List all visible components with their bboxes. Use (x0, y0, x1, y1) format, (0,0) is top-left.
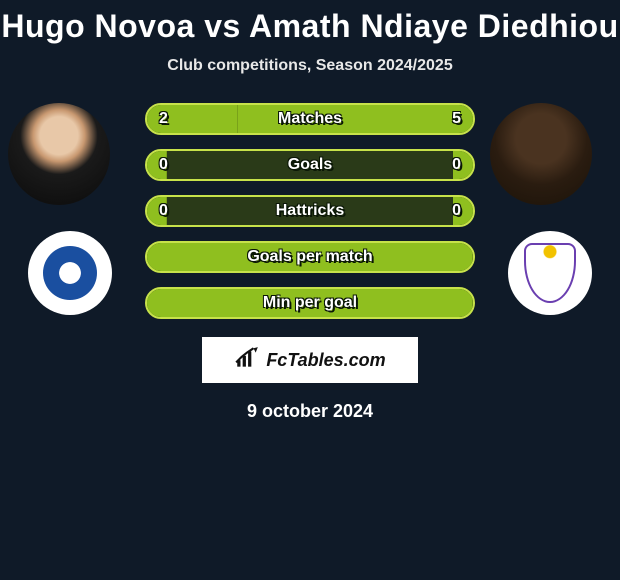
stat-value-left: 2 (159, 110, 168, 128)
stat-label: Matches (278, 110, 342, 128)
player2-name: Amath Ndiaye Diedhiou (249, 8, 619, 44)
chart-icon (234, 347, 260, 374)
subtitle: Club competitions, Season 2024/2025 (0, 57, 620, 75)
stat-row: Goals per match (145, 241, 475, 273)
player2-avatar (490, 103, 592, 205)
stats-bars: 2 5 Matches 0 0 Goals 0 0 Hattricks Goals per mat… (145, 103, 475, 319)
stat-row: 0 0 Hattricks (145, 195, 475, 227)
stat-label: Min per goal (263, 294, 357, 312)
vs-text: vs (204, 8, 241, 44)
stat-value-right: 0 (452, 202, 461, 220)
brand-box: FcTables.com (202, 337, 418, 383)
date-text: 9 october 2024 (0, 401, 620, 422)
player2-club-badge (508, 231, 592, 315)
stat-label: Hattricks (276, 202, 344, 220)
stat-row: 2 5 Matches (145, 103, 475, 135)
stat-value-left: 0 (159, 202, 168, 220)
stat-label: Goals (288, 156, 332, 174)
stat-value-right: 5 (452, 110, 461, 128)
stat-label: Goals per match (247, 248, 372, 266)
page-title: Hugo Novoa vs Amath Ndiaye Diedhiou (0, 0, 620, 45)
stat-value-right: 0 (452, 156, 461, 174)
stat-row: Min per goal (145, 287, 475, 319)
stat-value-left: 0 (159, 156, 168, 174)
player1-name: Hugo Novoa (1, 8, 194, 44)
brand-text: FcTables.com (266, 350, 385, 371)
player1-club-badge (28, 231, 112, 315)
player1-avatar (8, 103, 110, 205)
comparison-arena: 2 5 Matches 0 0 Goals 0 0 Hattricks Goals per mat… (0, 103, 620, 319)
stat-fill-right (238, 105, 473, 133)
stat-row: 0 0 Goals (145, 149, 475, 181)
